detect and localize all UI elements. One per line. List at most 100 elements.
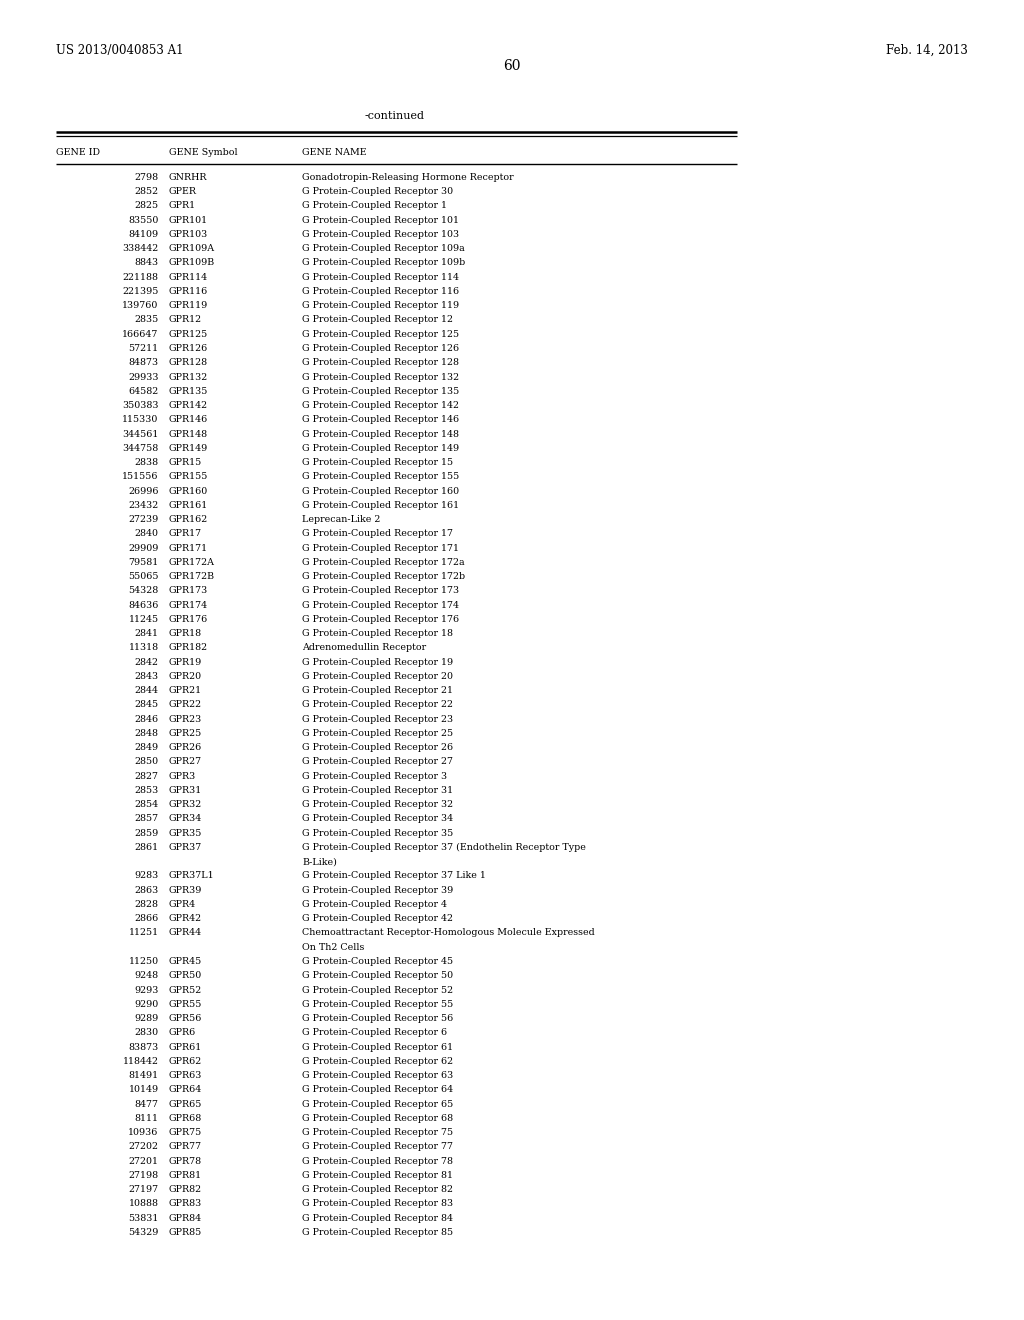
Text: 10888: 10888 (129, 1200, 159, 1208)
Text: B-Like): B-Like) (302, 857, 337, 866)
Text: 54328: 54328 (128, 586, 159, 595)
Text: G Protein-Coupled Receptor 32: G Protein-Coupled Receptor 32 (302, 800, 454, 809)
Text: G Protein-Coupled Receptor 75: G Protein-Coupled Receptor 75 (302, 1129, 454, 1137)
Text: 23432: 23432 (128, 500, 159, 510)
Text: 81491: 81491 (129, 1071, 159, 1080)
Text: G Protein-Coupled Receptor 142: G Protein-Coupled Receptor 142 (302, 401, 459, 411)
Text: GPR176: GPR176 (169, 615, 208, 624)
Text: G Protein-Coupled Receptor 173: G Protein-Coupled Receptor 173 (302, 586, 459, 595)
Text: G Protein-Coupled Receptor 39: G Protein-Coupled Receptor 39 (302, 886, 454, 895)
Text: 27197: 27197 (129, 1185, 159, 1195)
Text: 2844: 2844 (135, 686, 159, 696)
Text: G Protein-Coupled Receptor 37 (Endothelin Receptor Type: G Protein-Coupled Receptor 37 (Endotheli… (302, 843, 586, 853)
Text: GPR50: GPR50 (169, 972, 202, 981)
Text: GPR4: GPR4 (169, 900, 196, 909)
Text: GPR146: GPR146 (169, 416, 208, 424)
Text: G Protein-Coupled Receptor 125: G Protein-Coupled Receptor 125 (302, 330, 459, 339)
Text: GPR34: GPR34 (169, 814, 202, 824)
Text: GPR149: GPR149 (169, 444, 208, 453)
Text: GPR83: GPR83 (169, 1200, 202, 1208)
Text: G Protein-Coupled Receptor 132: G Protein-Coupled Receptor 132 (302, 372, 459, 381)
Text: G Protein-Coupled Receptor 176: G Protein-Coupled Receptor 176 (302, 615, 459, 624)
Text: GPR15: GPR15 (169, 458, 202, 467)
Text: 9289: 9289 (134, 1014, 159, 1023)
Text: 9293: 9293 (134, 986, 159, 994)
Text: G Protein-Coupled Receptor 15: G Protein-Coupled Receptor 15 (302, 458, 454, 467)
Text: G Protein-Coupled Receptor 45: G Protein-Coupled Receptor 45 (302, 957, 454, 966)
Text: 2850: 2850 (134, 758, 159, 767)
Text: 338442: 338442 (123, 244, 159, 253)
Text: GPR119: GPR119 (169, 301, 208, 310)
Text: GNRHR: GNRHR (169, 173, 208, 182)
Text: GPR109B: GPR109B (169, 259, 215, 268)
Text: GPR17: GPR17 (169, 529, 202, 539)
Text: 29933: 29933 (128, 372, 159, 381)
Text: G Protein-Coupled Receptor 172a: G Protein-Coupled Receptor 172a (302, 558, 465, 566)
Text: GENE Symbol: GENE Symbol (169, 148, 238, 157)
Text: G Protein-Coupled Receptor 155: G Protein-Coupled Receptor 155 (302, 473, 460, 482)
Text: GPR1: GPR1 (169, 202, 196, 210)
Text: G Protein-Coupled Receptor 78: G Protein-Coupled Receptor 78 (302, 1156, 453, 1166)
Text: GPR35: GPR35 (169, 829, 203, 838)
Text: GPR18: GPR18 (169, 630, 202, 638)
Text: GPR42: GPR42 (169, 915, 202, 923)
Text: 221395: 221395 (122, 286, 159, 296)
Text: 2828: 2828 (135, 900, 159, 909)
Text: 55065: 55065 (128, 572, 159, 581)
Text: 2857: 2857 (134, 814, 159, 824)
Text: G Protein-Coupled Receptor 149: G Protein-Coupled Receptor 149 (302, 444, 459, 453)
Text: Leprecan-Like 2: Leprecan-Like 2 (302, 515, 381, 524)
Text: G Protein-Coupled Receptor 65: G Protein-Coupled Receptor 65 (302, 1100, 454, 1109)
Text: 26996: 26996 (128, 487, 159, 495)
Text: GPR31: GPR31 (169, 785, 202, 795)
Text: On Th2 Cells: On Th2 Cells (302, 942, 365, 952)
Text: 54329: 54329 (128, 1228, 159, 1237)
Text: 2840: 2840 (135, 529, 159, 539)
Text: GPR174: GPR174 (169, 601, 208, 610)
Text: 9290: 9290 (134, 999, 159, 1008)
Text: GPR114: GPR114 (169, 273, 208, 281)
Text: G Protein-Coupled Receptor 4: G Protein-Coupled Receptor 4 (302, 900, 447, 909)
Text: 2835: 2835 (134, 315, 159, 325)
Text: G Protein-Coupled Receptor 82: G Protein-Coupled Receptor 82 (302, 1185, 453, 1195)
Text: G Protein-Coupled Receptor 12: G Protein-Coupled Receptor 12 (302, 315, 453, 325)
Text: 11251: 11251 (129, 928, 159, 937)
Text: 27201: 27201 (129, 1156, 159, 1166)
Text: 344561: 344561 (122, 429, 159, 438)
Text: G Protein-Coupled Receptor 85: G Protein-Coupled Receptor 85 (302, 1228, 454, 1237)
Text: 11245: 11245 (129, 615, 159, 624)
Text: GPR19: GPR19 (169, 657, 202, 667)
Text: Chemoattractant Receptor-Homologous Molecule Expressed: Chemoattractant Receptor-Homologous Mole… (302, 928, 595, 937)
Text: G Protein-Coupled Receptor 56: G Protein-Coupled Receptor 56 (302, 1014, 454, 1023)
Text: 10936: 10936 (128, 1129, 159, 1137)
Text: GPR148: GPR148 (169, 429, 208, 438)
Text: G Protein-Coupled Receptor 20: G Protein-Coupled Receptor 20 (302, 672, 453, 681)
Text: 2848: 2848 (135, 729, 159, 738)
Text: 8843: 8843 (134, 259, 159, 268)
Text: GPR26: GPR26 (169, 743, 202, 752)
Text: GPR142: GPR142 (169, 401, 208, 411)
Text: 2854: 2854 (134, 800, 159, 809)
Text: 115330: 115330 (122, 416, 159, 424)
Text: GPR61: GPR61 (169, 1043, 202, 1052)
Text: GPR20: GPR20 (169, 672, 202, 681)
Text: GPR172B: GPR172B (169, 572, 215, 581)
Text: G Protein-Coupled Receptor 34: G Protein-Coupled Receptor 34 (302, 814, 454, 824)
Text: G Protein-Coupled Receptor 77: G Protein-Coupled Receptor 77 (302, 1142, 453, 1151)
Text: 9248: 9248 (134, 972, 159, 981)
Text: G Protein-Coupled Receptor 101: G Protein-Coupled Receptor 101 (302, 215, 459, 224)
Text: 57211: 57211 (129, 345, 159, 352)
Text: G Protein-Coupled Receptor 148: G Protein-Coupled Receptor 148 (302, 429, 459, 438)
Text: GPR55: GPR55 (169, 999, 203, 1008)
Text: Feb. 14, 2013: Feb. 14, 2013 (886, 44, 968, 57)
Text: G Protein-Coupled Receptor 35: G Protein-Coupled Receptor 35 (302, 829, 454, 838)
Text: GPR25: GPR25 (169, 729, 202, 738)
Text: GPR37L1: GPR37L1 (169, 871, 215, 880)
Text: GENE ID: GENE ID (56, 148, 100, 157)
Text: 10149: 10149 (129, 1085, 159, 1094)
Text: 2843: 2843 (134, 672, 159, 681)
Text: GPR155: GPR155 (169, 473, 208, 482)
Text: 9283: 9283 (134, 871, 159, 880)
Text: 2853: 2853 (134, 785, 159, 795)
Text: GPR62: GPR62 (169, 1057, 202, 1065)
